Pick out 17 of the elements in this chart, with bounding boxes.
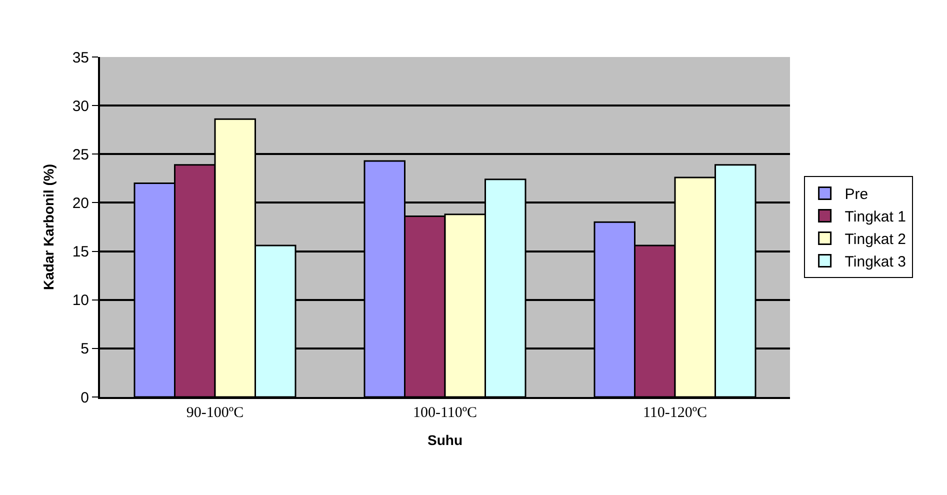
y-tick-label: 10: [72, 292, 89, 310]
x-tick-label: 90-100ºC: [186, 405, 244, 421]
y-tick-label: 20: [72, 194, 89, 212]
x-tick-label: 110-120ºC: [642, 405, 708, 421]
x-tick-label: 100-110ºC: [412, 405, 478, 421]
legend-label: Tingkat 2: [844, 231, 906, 248]
x-axis-title: Suhu: [428, 432, 462, 448]
y-tick-label: 15: [72, 244, 89, 261]
y-tick-label: 0: [80, 389, 89, 406]
y-tick-label: 5: [80, 340, 89, 358]
y-tick-label: 25: [72, 146, 89, 164]
legend-label: Tingkat 1: [844, 208, 906, 226]
y-tick-label: 30: [72, 98, 89, 115]
legend-label: Tingkat 3: [844, 254, 906, 271]
y-tick-label: 35: [72, 49, 89, 66]
legend-label: Pre: [844, 186, 868, 204]
y-axis-title: Kadar Karbonil (%): [40, 164, 56, 290]
